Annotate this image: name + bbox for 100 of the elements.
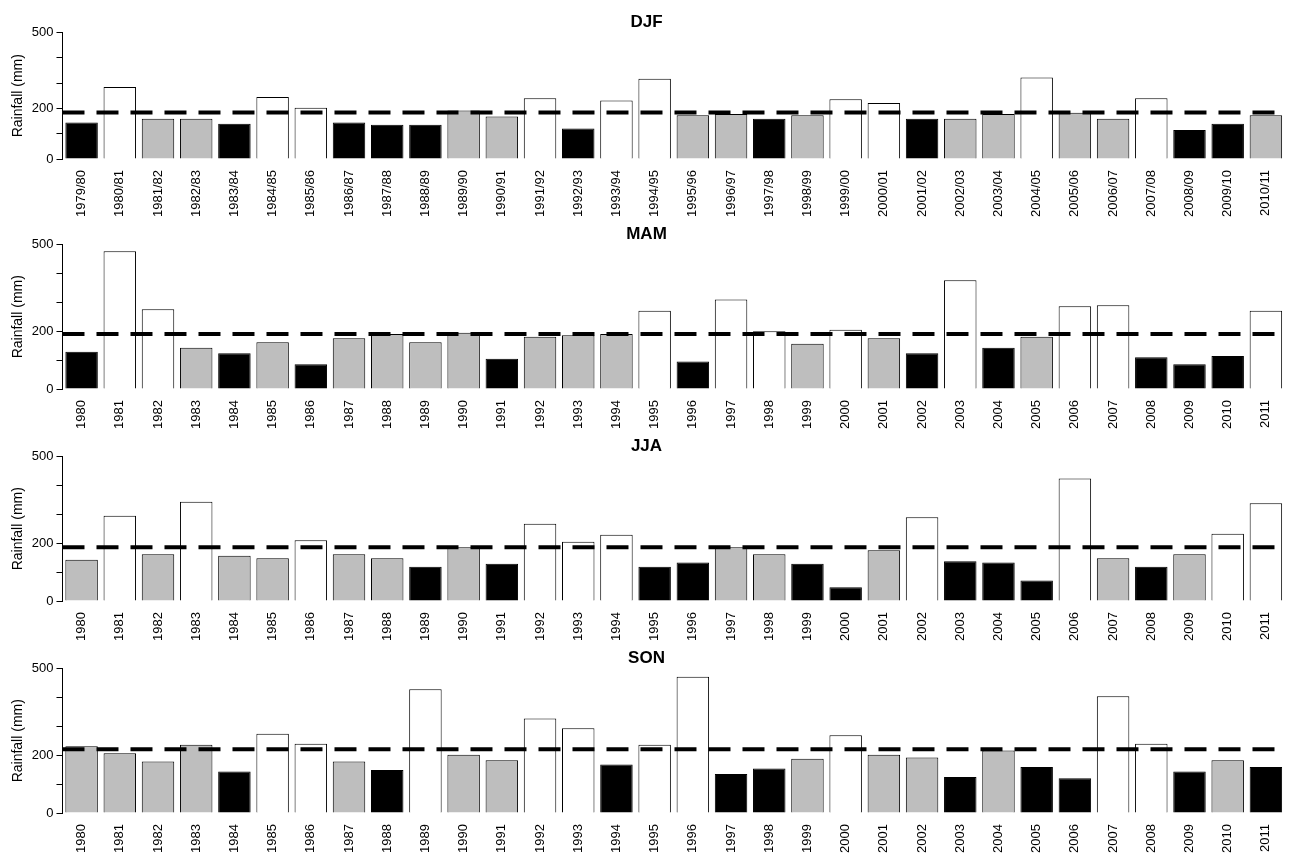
x-tick-label: 2001 [875,612,891,641]
y-tick-label: 0 [46,150,54,166]
x-tick-label: 1984 [225,612,241,641]
bar [65,122,98,159]
x-tick-label: 2000/01 [875,170,891,218]
x-tick-label: 2004 [990,400,1006,429]
x-tick-label: 1993 [569,824,585,853]
x-tick-label: 2006 [1066,612,1082,641]
x-tick-label: 1990 [455,824,471,853]
x-tick-label: 1986 [302,824,318,853]
bar [370,769,404,813]
x-tick-label: 1990/91 [493,170,509,218]
x-tick-label: 2010/11 [1257,170,1273,217]
x-tick-label: 2004 [990,612,1006,641]
x-tick-label: 2008 [1142,612,1158,641]
x-tick-label: 1983 [187,824,203,853]
bar [676,562,710,601]
x-tick-label: 1990 [455,400,471,429]
x-tick-label: 1990 [455,612,471,641]
x-tick-label: 2000 [837,612,853,641]
x-tick-label: 1982 [149,824,165,853]
x-tick-label: 2007 [1104,400,1120,429]
chart-title: MAM [626,223,667,243]
x-tick-label: 1980 [73,400,89,429]
x-tick-label: 1994/95 [646,170,662,218]
y-axis-title: Rainfall (mm) [9,54,26,138]
x-tick-label: 1995 [646,400,662,429]
x-tick-label: 1996/97 [722,170,738,218]
x-tick-label: 1980/81 [111,170,127,218]
y-tick-label: 0 [46,380,54,396]
x-tick-label: 1992 [531,400,547,429]
bar [562,128,595,159]
bar [332,122,366,159]
x-tick-label: 2003 [951,824,967,853]
y-tick-label: 500 [31,659,54,675]
y-tick-label: 200 [31,534,54,550]
x-tick-label: 2001 [875,400,891,429]
x-tick-label: 2009/10 [1219,170,1235,218]
x-tick-label: 2011 [1257,400,1273,429]
x-tick-label: 1992 [531,612,547,641]
bar [638,566,671,601]
x-tick-label: 2003/04 [990,170,1006,218]
bar [753,118,786,159]
x-tick-label: 1986/87 [340,170,356,218]
x-tick-label: 2006/07 [1104,170,1120,218]
x-tick-label: 2002/03 [951,170,967,218]
x-tick-label: 2005 [1028,612,1044,641]
x-tick-label: 1985 [264,400,280,429]
x-tick-label: 1979/80 [73,170,89,218]
bar [1249,767,1283,813]
x-tick-label: 1985 [264,612,280,641]
x-tick-label: 1988 [378,612,394,641]
x-tick-label: 1981 [111,824,127,853]
x-tick-label: 1982 [149,400,165,429]
x-tick-label: 1983 [187,400,203,429]
x-tick-label: 2008/09 [1181,170,1197,218]
bar [600,764,633,813]
x-tick-label: 2008 [1142,824,1158,853]
x-tick-label: 1992 [531,824,547,853]
x-tick-label: 2006 [1066,400,1082,429]
x-tick-label: 2010 [1219,824,1235,853]
x-tick-label: 2006 [1066,824,1082,853]
y-tick-label: 500 [31,447,54,463]
x-tick-label: 2001 [875,824,891,853]
x-tick-label: 1991 [493,824,509,853]
x-tick-label: 1991 [493,612,509,641]
x-tick-label: 1999 [799,400,815,429]
x-tick-label: 1987 [340,612,356,641]
bar [791,563,824,601]
x-tick-label: 1989 [417,824,432,853]
x-tick-label: 2004/05 [1028,170,1044,218]
x-tick-label: 1998 [760,824,776,853]
bar [409,124,442,159]
x-tick-label: 2002 [913,400,929,429]
x-tick-label: 1998 [760,612,776,641]
y-tick-label: 500 [31,23,54,39]
bar [1135,566,1168,601]
x-tick-label: 1992/93 [569,170,585,218]
x-tick-label: 1999 [799,612,815,641]
x-tick-label: 2001/02 [913,170,929,218]
bar [1211,123,1244,159]
x-tick-label: 1989 [417,612,432,641]
x-tick-label: 1986 [302,612,318,641]
bar [905,353,939,389]
y-axis-title: Rainfall (mm) [9,699,26,783]
x-tick-label: 1989/90 [455,170,471,218]
x-tick-label: 1991 [493,400,509,429]
x-tick-label: 1994 [608,400,624,429]
x-tick-label: 1997 [722,824,738,853]
bar [1135,357,1168,389]
bar [676,361,710,389]
x-tick-label: 1993/94 [608,170,624,218]
x-tick-label: 1981 [111,400,127,429]
bar [1020,580,1053,601]
bar [1058,778,1092,813]
x-tick-label: 2005 [1028,824,1044,853]
bar [1020,767,1053,813]
x-tick-label: 1986 [302,400,318,429]
bar [409,566,442,601]
x-tick-label: 1987 [340,400,356,429]
